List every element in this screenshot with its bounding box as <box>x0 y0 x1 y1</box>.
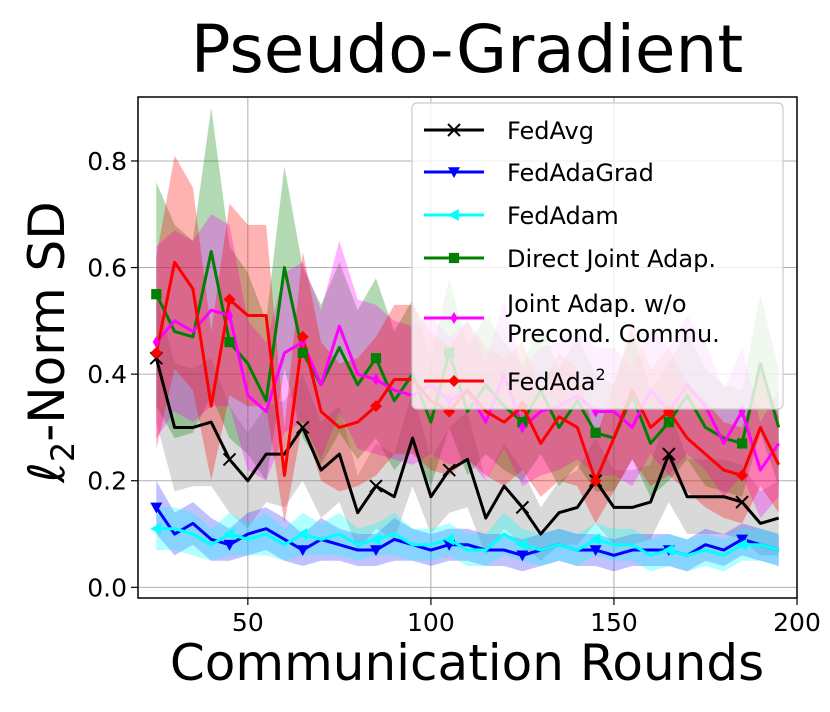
data-point-0 <box>515 500 530 515</box>
legend-box <box>411 102 784 410</box>
data-point-5 <box>223 293 236 306</box>
legend-label: FedAda2 <box>507 365 606 396</box>
plot-frame <box>137 96 798 599</box>
legend-marker <box>447 123 461 137</box>
y-tick-label: 0.8 <box>87 147 127 176</box>
data-point-0 <box>662 447 676 461</box>
data-point-0 <box>296 420 310 435</box>
y-axis-label: ℓ2-Norm SD <box>18 201 82 484</box>
data-point-2 <box>223 528 235 541</box>
y-axis-label-symbol: ℓ <box>18 462 76 484</box>
x-axis-ticks: 50 100 150 200 <box>232 598 821 637</box>
x-tick-label: 200 <box>773 608 821 637</box>
data-point-3 <box>151 289 162 300</box>
data-point-0 <box>735 495 749 509</box>
legend-label: FedAvg <box>507 117 594 145</box>
y-tick-label: 0.0 <box>87 573 127 602</box>
data-point-1 <box>296 545 309 557</box>
y-tick-label: 0.6 <box>87 254 127 283</box>
data-point-3 <box>663 417 674 428</box>
series-band-2 <box>156 507 779 572</box>
data-point-4 <box>518 421 527 434</box>
data-point-1 <box>150 502 163 514</box>
x-tick-label: 50 <box>232 608 264 637</box>
data-point-2 <box>662 544 674 557</box>
data-point-5 <box>589 474 602 487</box>
data-point-2 <box>443 533 454 546</box>
series-line-2 <box>156 527 780 557</box>
data-point-4 <box>372 373 380 386</box>
chart-title: Pseudo-Gradient <box>191 11 743 88</box>
y-axis-ticks: 0.0 0.2 0.4 0.6 0.8 <box>87 147 138 602</box>
data-point-0 <box>369 479 383 493</box>
series-line-3 <box>154 250 781 445</box>
data-point-5 <box>736 469 749 482</box>
data-point-3 <box>590 427 601 438</box>
data-point-5 <box>150 346 163 359</box>
legend-marker <box>448 209 459 221</box>
data-point-5 <box>369 400 382 413</box>
data-point-4 <box>225 309 234 322</box>
data-point-3 <box>370 353 382 364</box>
data-point-2 <box>516 538 528 551</box>
legend-label: FedAdam <box>507 202 619 230</box>
legend-marker <box>450 312 458 324</box>
legend-label: FedAdaGrad <box>507 159 654 187</box>
y-axis-label-text: -Norm SD <box>18 201 76 442</box>
legend-label: Joint Adap. w/o Precond. Commu. <box>505 290 720 348</box>
y-tick-label: 0.4 <box>87 360 127 389</box>
data-point-1 <box>223 539 236 551</box>
x-tick-label: 150 <box>590 608 638 637</box>
data-point-4 <box>152 336 160 349</box>
data-point-1 <box>369 545 382 557</box>
data-point-0 <box>442 463 456 477</box>
data-point-5 <box>296 330 309 343</box>
legend-label: Direct Joint Adap. <box>507 245 716 273</box>
data-point-1 <box>589 545 602 557</box>
legend-marker <box>448 167 460 178</box>
data-point-2 <box>369 533 381 546</box>
data-point-2 <box>296 528 308 541</box>
series-band-1 <box>156 480 779 572</box>
legend-marker <box>448 252 460 264</box>
data-point-2 <box>589 533 601 546</box>
legend: FedAvg FedAdaGrad FedAdam Direct Joint Adap… <box>411 102 784 410</box>
x-tick-label: 100 <box>407 608 455 637</box>
y-axis-label-subscript: 2 <box>44 442 82 462</box>
data-point-2 <box>150 522 162 535</box>
data-point-0 <box>222 452 237 467</box>
data-point-1 <box>516 550 529 562</box>
y-tick-label: 0.2 <box>87 467 127 496</box>
data-point-2 <box>736 538 747 551</box>
data-point-3 <box>297 347 308 358</box>
data-point-1 <box>736 534 749 546</box>
series-line-0 <box>154 357 780 536</box>
data-point-3 <box>736 438 748 449</box>
series-band-0 <box>156 294 779 561</box>
data-point-3 <box>224 337 235 348</box>
x-axis-label: Communication Rounds <box>170 634 764 692</box>
legend-marker <box>448 375 460 387</box>
